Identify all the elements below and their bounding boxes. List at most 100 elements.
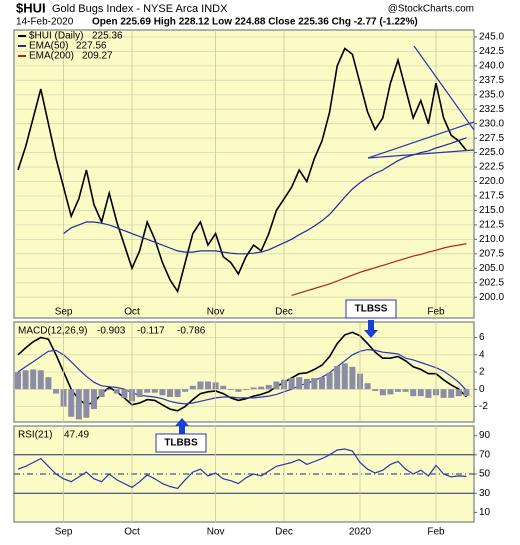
legend-value: 225.36	[92, 31, 123, 42]
histogram-bar	[410, 389, 417, 397]
legend-value: 209.27	[82, 51, 113, 62]
histogram-bar	[98, 389, 105, 397]
x-tick-label: Sep	[55, 307, 73, 318]
y-tick-label: 212.5	[479, 220, 504, 231]
y-tick-label: 245.0	[479, 32, 504, 43]
y-tick-label: 237.5	[479, 75, 504, 86]
x-tick-label: Feb	[427, 307, 445, 318]
annotation: TLBBS	[164, 438, 198, 449]
histogram-bar	[372, 389, 379, 391]
histogram-bar	[136, 389, 143, 397]
series-line	[17, 448, 467, 490]
histogram-bar	[243, 389, 249, 391]
y-tick-label: 242.5	[479, 46, 504, 57]
histogram-bar	[37, 370, 44, 390]
series-line	[63, 137, 467, 255]
y-tick-label: 10	[479, 507, 491, 518]
x-tick-label: Dec	[275, 527, 293, 538]
histogram-bar	[167, 389, 173, 397]
histogram-bar	[45, 377, 52, 390]
x-tick-label: Dec	[275, 307, 293, 318]
histogram-bar	[227, 389, 234, 391]
y-tick-label: 225.0	[479, 147, 504, 158]
y-tick-label: 215.0	[479, 205, 504, 216]
y-tick-label: 220.0	[479, 176, 504, 187]
source: @StockCharts.com	[388, 4, 474, 15]
histogram-bar	[303, 378, 310, 390]
histogram-bar	[22, 370, 29, 390]
panel-title: RSI(21)	[18, 430, 52, 441]
x-tick-label: Nov	[207, 307, 225, 318]
arrow	[175, 418, 189, 434]
histogram-bar	[417, 389, 424, 397]
x-tick-label: Feb	[427, 527, 445, 538]
y-tick-label: 230.0	[479, 118, 504, 129]
annotation-box	[155, 433, 207, 453]
histogram-bar	[91, 389, 97, 410]
histogram-bar	[334, 365, 341, 390]
y-tick-label: 227.5	[479, 133, 504, 144]
annotation: TLBSS	[355, 304, 388, 315]
x-tick-label: 2020	[349, 527, 372, 538]
y-tick-label: 210.0	[479, 234, 504, 245]
histogram-bar	[319, 377, 325, 390]
y-tick-label: 6	[479, 332, 485, 343]
y-tick-label: 70	[479, 449, 491, 460]
x-tick-label: Nov	[207, 527, 225, 538]
histogram-bar	[189, 385, 196, 390]
histogram-bar	[311, 378, 318, 390]
date: 14-Feb-2020	[16, 17, 74, 28]
histogram-bar	[235, 389, 242, 392]
histogram-bar	[349, 366, 356, 390]
y-tick-label: 202.5	[479, 277, 504, 288]
histogram-bar	[402, 389, 409, 392]
y-tick-label: 235.0	[479, 89, 504, 100]
histogram-bar	[364, 383, 371, 390]
histogram-bar	[425, 389, 432, 398]
annotation-box	[345, 299, 397, 319]
panel-value: -0.786	[177, 326, 206, 337]
histogram-bar	[379, 389, 386, 396]
histogram-bar	[455, 389, 462, 397]
legend-label: EMA(50)	[29, 41, 68, 52]
chart-title: Gold Bugs Index - NYSE Arca INDX	[52, 3, 228, 15]
histogram-bar	[182, 389, 189, 392]
histogram-bar	[106, 389, 113, 391]
panel-value: -0.903	[97, 326, 126, 337]
panel-value: -0.117	[137, 326, 165, 337]
histogram-bar	[197, 381, 204, 390]
quote: Open 225.69 High 228.12 Low 224.88 Close…	[92, 17, 418, 28]
series-line	[17, 47, 468, 294]
histogram-bar	[113, 389, 120, 394]
panel-value: 47.49	[64, 430, 89, 441]
panel-title: MACD(12,26,9)	[18, 326, 87, 337]
histogram-bar	[68, 389, 75, 417]
histogram-bar	[288, 378, 295, 390]
legend-label: $HUI (Daily)	[29, 31, 83, 42]
y-tick-label: 207.5	[479, 248, 504, 259]
histogram-bar	[296, 377, 303, 390]
x-tick-label: Oct	[124, 307, 140, 318]
trendline	[413, 45, 475, 131]
histogram-bar	[15, 372, 21, 390]
histogram-bar	[341, 363, 348, 390]
y-tick-label: 205.0	[479, 263, 504, 274]
histogram-bar	[258, 386, 265, 390]
y-tick-label: 50	[479, 469, 491, 480]
histogram-bar	[159, 389, 166, 396]
histogram-bar	[265, 384, 272, 390]
legend-value: 227.56	[76, 41, 107, 52]
histogram-bar	[463, 389, 470, 397]
histogram-bar	[30, 369, 37, 390]
histogram-bar	[83, 389, 90, 418]
histogram-bar	[326, 372, 333, 390]
plot-layer	[14, 30, 477, 522]
y-tick-label: -2	[479, 401, 488, 412]
y-tick-label: 90	[479, 430, 491, 441]
y-tick-label: 222.5	[479, 162, 504, 173]
histogram-bar	[250, 387, 257, 390]
price-panel	[13, 29, 475, 319]
y-tick-label: 30	[479, 488, 491, 499]
y-tick-label: 0	[479, 384, 485, 395]
